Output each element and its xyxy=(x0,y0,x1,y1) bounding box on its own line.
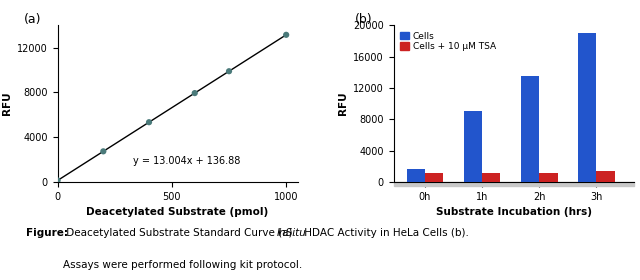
Bar xyxy=(464,111,482,182)
Point xyxy=(144,120,154,124)
Bar xyxy=(540,172,557,182)
Text: y = 13.004x + 136.88: y = 13.004x + 136.88 xyxy=(133,156,241,166)
Bar xyxy=(407,169,425,182)
Y-axis label: RFU: RFU xyxy=(1,92,12,115)
Bar xyxy=(482,173,500,182)
Point xyxy=(281,32,291,37)
Bar xyxy=(521,76,540,182)
Bar xyxy=(425,172,444,182)
Text: Figure:: Figure: xyxy=(26,228,68,238)
Point xyxy=(189,91,200,95)
Point xyxy=(98,149,108,153)
Point xyxy=(52,178,63,183)
X-axis label: Deacetylated Substrate (pmol): Deacetylated Substrate (pmol) xyxy=(86,207,269,217)
Text: Deacetylated Substrate Standard Curve (a).: Deacetylated Substrate Standard Curve (a… xyxy=(63,228,299,238)
Text: (a): (a) xyxy=(24,13,42,26)
Y-axis label: RFU: RFU xyxy=(337,92,348,115)
Text: (b): (b) xyxy=(355,13,373,26)
Text: InSitu: InSitu xyxy=(277,228,307,238)
Bar xyxy=(596,171,615,182)
Point xyxy=(224,69,234,73)
Text: HDAC Activity in HeLa Cells (b).: HDAC Activity in HeLa Cells (b). xyxy=(301,228,469,238)
Legend: Cells, Cells + 10 μM TSA: Cells, Cells + 10 μM TSA xyxy=(398,30,497,53)
X-axis label: Substrate Incubation (hrs): Substrate Incubation (hrs) xyxy=(436,207,591,217)
Bar xyxy=(578,33,596,182)
Text: Assays were performed following kit protocol.: Assays were performed following kit prot… xyxy=(63,260,302,270)
